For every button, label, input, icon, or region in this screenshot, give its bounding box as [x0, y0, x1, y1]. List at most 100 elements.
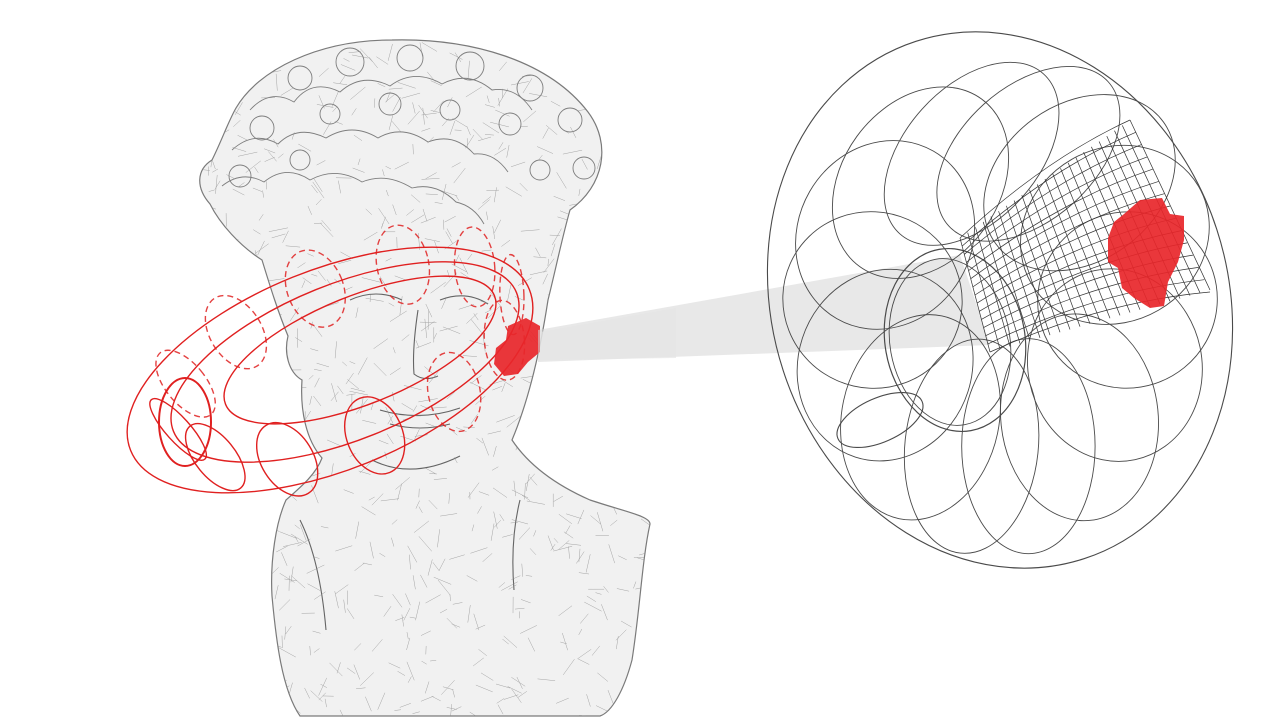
mesh-edge [237, 305, 241, 315]
mesh-edge [638, 289, 650, 303]
mesh-edge [632, 151, 640, 157]
mesh-edge [657, 423, 658, 441]
mesh-edge [564, 71, 569, 78]
mesh-edge [212, 246, 222, 247]
mesh-edge [605, 247, 611, 253]
tube-ring [894, 332, 1049, 560]
mesh-edge [230, 466, 242, 480]
mesh-edge [643, 108, 644, 127]
mesh-edge [282, 382, 297, 385]
mesh-edge [274, 686, 290, 694]
mesh-edge [628, 263, 636, 274]
mesh-edge [256, 536, 261, 555]
mesh-edge [204, 253, 220, 262]
mesh-edge [630, 38, 633, 48]
mesh-edge [270, 59, 271, 71]
mesh-edge [571, 239, 582, 250]
mesh-edge [642, 265, 653, 267]
mesh-edge [587, 447, 588, 464]
mesh-edge [649, 715, 654, 720]
mesh-edge [222, 656, 232, 666]
statue-bust-wireframe [191, 37, 670, 720]
mesh-edge [575, 231, 577, 240]
mesh-edge [635, 257, 643, 266]
mesh-edge [243, 706, 249, 712]
mesh-edge [236, 87, 242, 90]
mesh-edge [253, 340, 254, 351]
mesh-edge [646, 57, 657, 65]
mesh-edge [236, 656, 242, 660]
mesh-edge [200, 65, 219, 71]
mesh-edge [208, 86, 226, 92]
mesh-edge [202, 271, 206, 276]
mesh-edge [258, 625, 266, 629]
mesh-edge [215, 544, 227, 552]
mesh-edge [262, 44, 274, 52]
mesh-edge [217, 442, 224, 445]
mesh-edge [205, 369, 212, 374]
mesh-edge [609, 146, 617, 148]
mesh-edge [626, 707, 628, 718]
grid-line [991, 217, 1030, 341]
mesh-edge [524, 46, 534, 50]
mesh-edge [226, 67, 227, 81]
mesh-edge [605, 455, 620, 462]
mesh-edge [581, 233, 588, 245]
mesh-edge [213, 321, 224, 323]
mesh-edge [648, 159, 654, 161]
mesh-edge [268, 672, 281, 674]
mesh-edge [201, 336, 203, 348]
mesh-edge [209, 42, 225, 44]
mesh-edge [586, 241, 599, 242]
mesh-edge [292, 400, 295, 405]
mesh-edge [508, 38, 520, 47]
mesh-edge [235, 644, 242, 646]
mesh-edge [655, 42, 666, 53]
mesh-edge [556, 47, 565, 55]
mesh-edge [239, 275, 253, 282]
mesh-edge [274, 368, 284, 377]
mesh-edge [191, 62, 208, 70]
mesh-edge [564, 374, 575, 377]
mesh-edge [258, 47, 274, 58]
mesh-edge [264, 521, 279, 532]
mesh-edge [629, 255, 631, 262]
mesh-edge [634, 700, 652, 707]
mesh-edge [253, 372, 257, 382]
mesh-edge [226, 573, 228, 593]
mesh-edge [291, 423, 304, 427]
mesh-edge [252, 598, 253, 605]
mesh-edge [638, 123, 652, 130]
mesh-edge [200, 372, 201, 378]
mesh-edge [606, 205, 611, 213]
mesh-edge [198, 649, 204, 654]
mesh-edge [531, 423, 533, 442]
mesh-edge [192, 559, 203, 561]
mesh-edge [243, 349, 248, 354]
mesh-edge [218, 89, 222, 105]
mesh-edge [605, 244, 607, 251]
mesh-edge [211, 610, 220, 624]
mesh-edge [622, 56, 626, 64]
mesh-edge [603, 69, 607, 77]
mesh-edge [564, 53, 565, 63]
mesh-edge [644, 284, 650, 286]
tube-ring [962, 339, 1095, 554]
mesh-edge [535, 423, 541, 429]
mesh-edge [551, 54, 555, 67]
mesh-edge [231, 528, 238, 534]
mesh-edge [214, 648, 228, 653]
mesh-edge [597, 429, 602, 436]
mesh-edge [214, 618, 228, 626]
mesh-edge [195, 631, 204, 633]
mesh-edge [206, 250, 208, 256]
mesh-edge [245, 673, 257, 689]
mesh-edge [223, 279, 232, 296]
mesh-edge [208, 494, 210, 506]
mesh-edge [198, 711, 202, 720]
mesh-edge [228, 575, 242, 576]
mesh-edge [201, 651, 220, 652]
mesh-edge [554, 439, 570, 448]
mesh-edge [506, 38, 507, 49]
mesh-edge [208, 214, 212, 219]
